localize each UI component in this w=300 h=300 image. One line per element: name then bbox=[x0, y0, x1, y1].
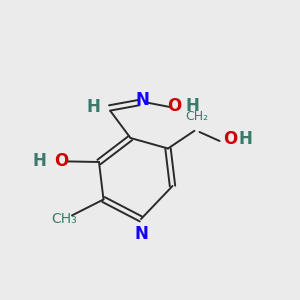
Text: O: O bbox=[223, 130, 237, 148]
Text: O: O bbox=[54, 152, 69, 170]
Text: CH₃: CH₃ bbox=[52, 212, 77, 226]
Text: N: N bbox=[136, 91, 149, 109]
Text: N: N bbox=[134, 225, 148, 243]
Text: H: H bbox=[185, 97, 199, 115]
Text: CH₂: CH₂ bbox=[185, 110, 208, 123]
Text: H: H bbox=[238, 130, 252, 148]
Text: O: O bbox=[167, 97, 181, 115]
Text: H: H bbox=[32, 152, 46, 170]
Text: H: H bbox=[86, 98, 100, 116]
